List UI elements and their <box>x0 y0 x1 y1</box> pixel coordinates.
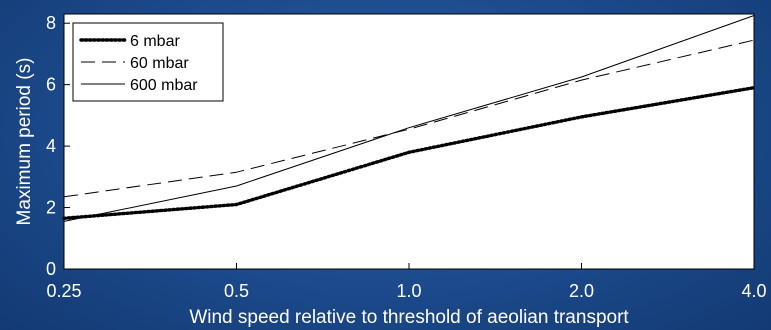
legend-label: 60 mbar <box>130 55 189 72</box>
x-tick-label: 0.25 <box>46 281 81 301</box>
series-lines <box>62 15 756 222</box>
legend: 6 mbar 60 mbar 600 mbar <box>72 22 224 102</box>
x-tick-labels: 0.25 0.5 1.0 2.0 4.0 <box>46 281 766 301</box>
legend-label: 6 mbar <box>130 33 180 50</box>
legend-label: 600 mbar <box>130 77 198 94</box>
legend-box <box>72 22 224 102</box>
plot-frame <box>63 13 755 270</box>
x-tick-label: 4.0 <box>741 281 766 301</box>
y-tick-label: 2 <box>46 198 56 218</box>
x-tick-label: 2.0 <box>569 281 594 301</box>
y-tick-label: 8 <box>46 13 56 33</box>
y-tick-label: 4 <box>46 136 56 156</box>
series-line-6-mbar <box>62 85 756 221</box>
series-line-600-mbar <box>63 15 755 222</box>
y-tick-label: 6 <box>46 75 56 95</box>
x-tick-label: 0.5 <box>224 281 249 301</box>
y-tick-label: 0 <box>46 259 56 279</box>
y-axis-label: Maximum period (s) <box>14 58 35 226</box>
x-axis-label: Wind speed relative to threshold of aeol… <box>189 307 629 328</box>
series-line-60-mbar <box>63 39 755 198</box>
x-tick-label: 1.0 <box>396 281 421 301</box>
y-tick-labels: 0 2 4 6 8 <box>46 13 56 279</box>
